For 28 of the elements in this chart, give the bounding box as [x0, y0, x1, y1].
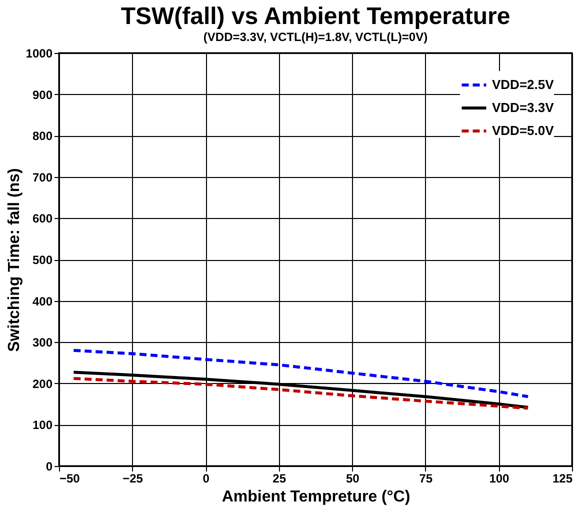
x-tick-label: −50	[60, 472, 80, 486]
legend-label: VDD=2.5V	[492, 77, 554, 92]
x-tick-label: 125	[552, 472, 573, 486]
y-tick-label: 500	[32, 253, 53, 267]
y-tick-label: 100	[32, 418, 53, 432]
y-tick-label: 900	[32, 88, 53, 102]
y-axis-title: Switching Time: fall (ns)	[6, 168, 23, 352]
x-tick-label: 75	[419, 472, 433, 486]
x-axis-title: Ambient Tempreture (°C)	[222, 488, 410, 506]
y-tick-label: 600	[32, 212, 53, 226]
y-tick-label: 700	[32, 170, 53, 184]
x-tick-label: 0	[202, 472, 210, 486]
x-tick-label: −25	[122, 472, 144, 486]
y-tick-label: 800	[32, 129, 53, 144]
y-tick-label: 1000	[26, 46, 53, 60]
legend-label: VDD=5.0V	[492, 123, 554, 138]
chart-subtitle: (VDD=3.3V, VCTL(H)=1.8V, VCTL(L)=0V)	[203, 30, 428, 44]
line-series	[72, 376, 530, 410]
legend-label: VDD=3.3V	[492, 100, 554, 115]
y-tick-label: 400	[32, 294, 53, 308]
line-series	[72, 348, 530, 398]
chart-title: TSW(fall) vs Ambient Temperature	[120, 3, 510, 30]
y-tick-label: 200	[32, 376, 53, 391]
y-tick-label: 0	[46, 460, 53, 474]
x-tick-label: 50	[346, 472, 360, 486]
x-tick-label: 25	[272, 472, 286, 486]
x-tick-label: 100	[489, 472, 510, 486]
y-tick-label: 300	[32, 336, 53, 350]
